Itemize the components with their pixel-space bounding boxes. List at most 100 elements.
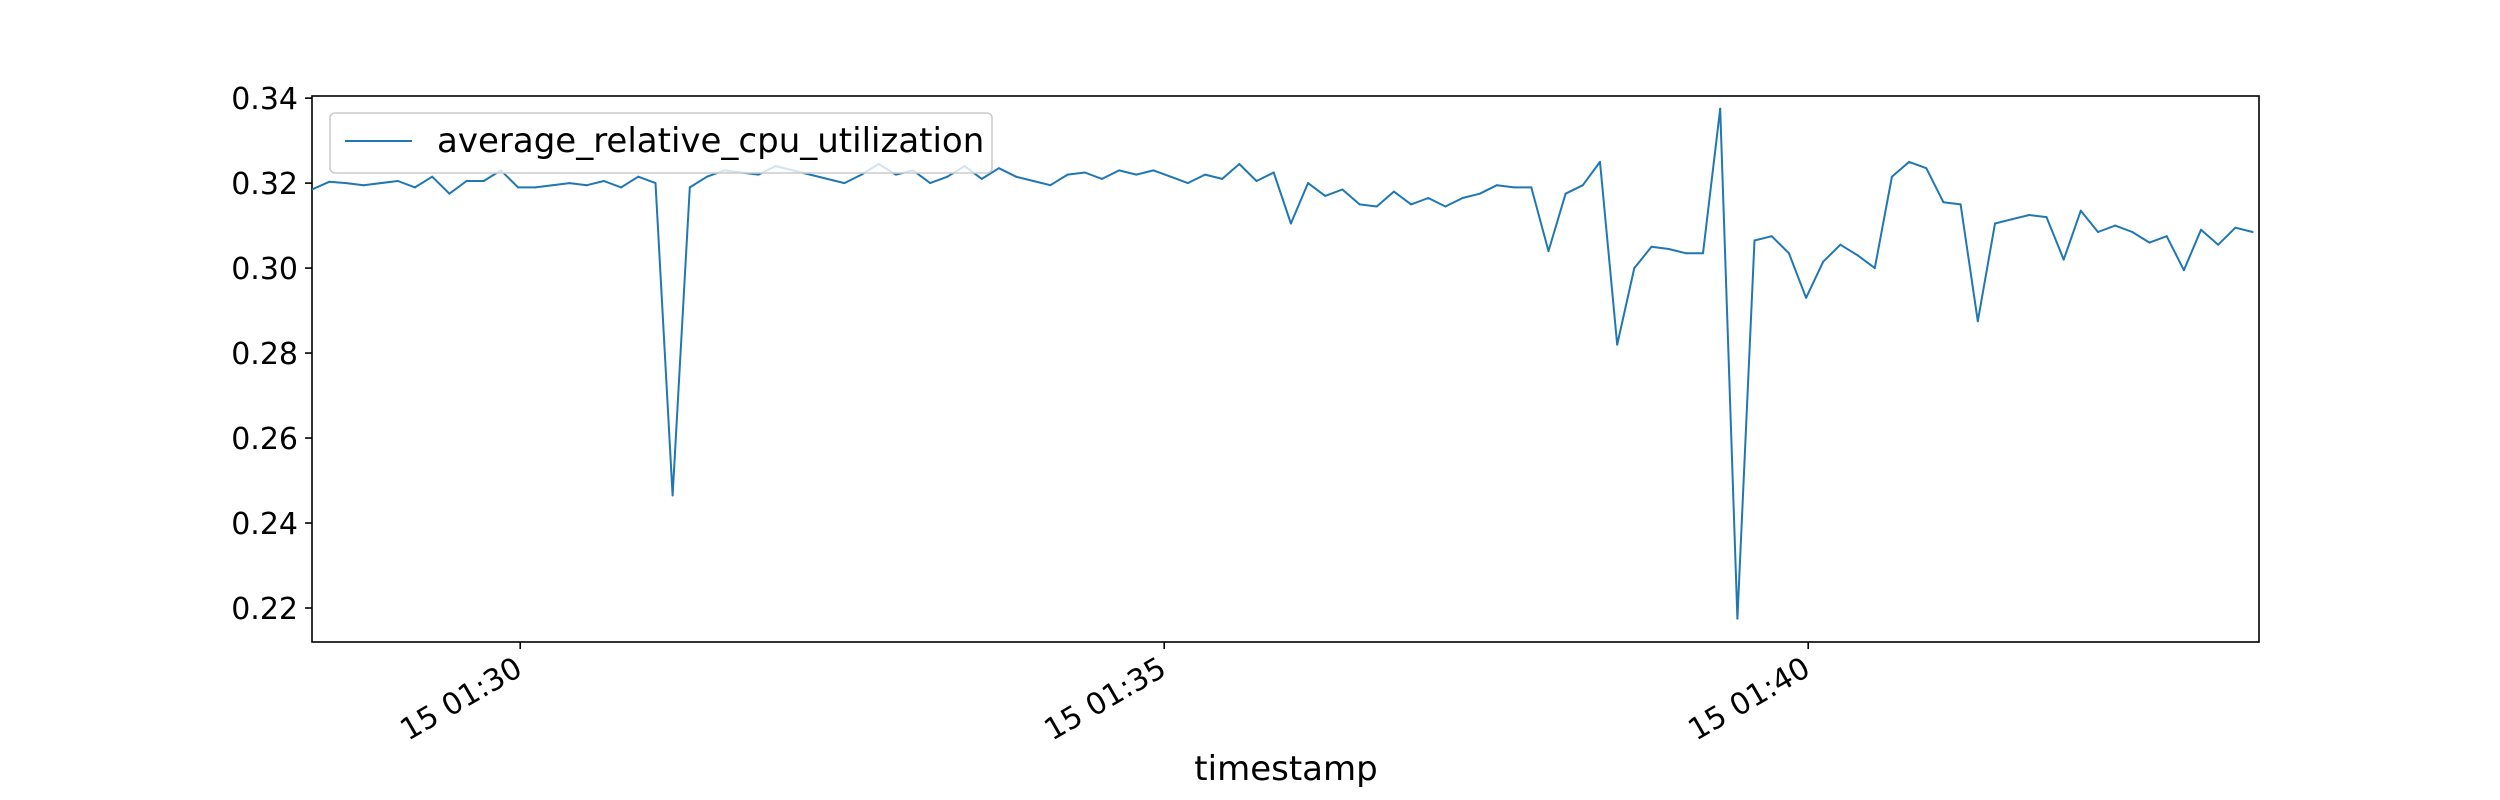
data-point	[1719, 107, 1722, 110]
data-point	[1616, 343, 1619, 346]
data-point	[1118, 169, 1121, 172]
data-point	[1152, 169, 1155, 172]
y-tick-label: 0.22	[231, 592, 298, 627]
data-point	[1959, 203, 1962, 206]
data-point	[1822, 260, 1825, 263]
data-point	[1066, 173, 1069, 176]
data-point	[1101, 177, 1103, 180]
data-point	[379, 182, 382, 185]
data-point	[826, 177, 829, 180]
data-point	[671, 494, 674, 497]
data-point	[1049, 184, 1052, 187]
data-point	[431, 175, 434, 178]
data-point	[980, 177, 983, 180]
x-axis-label: timestamp	[1194, 749, 1377, 789]
data-point	[620, 186, 623, 189]
data-point	[465, 180, 468, 182]
data-point	[1856, 254, 1859, 257]
data-point	[585, 184, 588, 187]
data-point	[1444, 205, 1447, 208]
data-point	[946, 175, 949, 178]
data-point	[1908, 160, 1911, 163]
data-point	[929, 182, 932, 185]
data-point	[1805, 296, 1808, 299]
data-point	[1461, 197, 1464, 199]
data-point	[312, 188, 313, 191]
data-point	[602, 180, 605, 182]
data-point	[2079, 209, 2082, 212]
data-point	[1530, 186, 1533, 189]
y-tick-label: 0.34	[231, 82, 298, 117]
data-point	[637, 175, 640, 178]
data-point	[1221, 177, 1224, 180]
data-point	[1186, 182, 1189, 185]
data-point	[2182, 269, 2185, 272]
data-point	[362, 184, 365, 187]
data-point	[448, 192, 451, 195]
data-point	[1375, 205, 1378, 208]
data-point	[482, 180, 485, 182]
y-tick-label: 0.32	[231, 167, 298, 202]
legend: average_relative_cpu_utilization	[329, 112, 993, 174]
data-point	[2097, 231, 2099, 233]
data-point	[1289, 222, 1292, 225]
data-point	[1495, 184, 1498, 187]
data-point	[517, 186, 520, 189]
y-tick-label: 0.28	[231, 337, 298, 372]
data-point	[2114, 224, 2117, 227]
data-point	[2045, 216, 2048, 219]
data-point	[1169, 175, 1172, 178]
legend-box	[329, 112, 993, 174]
data-point	[2165, 235, 2168, 238]
data-point	[1753, 239, 1756, 242]
plot-frame	[311, 95, 2260, 643]
series-group	[312, 107, 2254, 620]
data-point	[2028, 214, 2031, 216]
data-point	[1341, 188, 1344, 191]
data-point	[809, 173, 811, 176]
data-point	[1770, 235, 1773, 238]
data-point	[1787, 252, 1790, 255]
data-point	[1942, 201, 1945, 204]
x-axis: 15 01:30 15 01:35 15 01:40	[395, 642, 1816, 748]
data-point	[894, 173, 897, 176]
data-point	[1083, 171, 1086, 174]
data-point	[1255, 180, 1258, 182]
data-point	[2251, 231, 2254, 233]
data-point	[1032, 180, 1035, 182]
data-point	[843, 182, 846, 185]
data-point	[1994, 222, 1996, 225]
data-point	[1547, 250, 1550, 253]
data-point	[1839, 243, 1842, 246]
data-point	[1307, 182, 1309, 185]
plot-area	[311, 95, 2260, 643]
data-point	[1272, 171, 1275, 174]
data-point	[328, 180, 331, 183]
data-point	[551, 184, 554, 187]
data-point	[568, 182, 571, 185]
data-point	[997, 167, 1000, 170]
data-point	[1702, 252, 1704, 255]
data-point	[534, 186, 537, 189]
y-tick-label: 0.24	[231, 507, 298, 542]
data-point	[1633, 267, 1636, 270]
series-line	[312, 107, 2253, 620]
data-point	[1581, 184, 1584, 187]
data-point	[396, 180, 399, 182]
data-point	[2131, 231, 2134, 233]
data-point	[1392, 190, 1395, 193]
data-point	[1015, 175, 1018, 178]
data-point	[1478, 192, 1481, 195]
data-point	[345, 182, 348, 185]
data-point	[1358, 203, 1361, 206]
data-point	[2062, 258, 2065, 261]
data-point	[414, 186, 416, 189]
series-layer	[312, 107, 2254, 620]
data-point	[1427, 197, 1430, 199]
data-point	[2011, 218, 2014, 221]
data-point	[1925, 167, 1928, 170]
data-point	[860, 173, 863, 176]
data-point	[2148, 241, 2151, 244]
data-point	[1513, 186, 1516, 189]
